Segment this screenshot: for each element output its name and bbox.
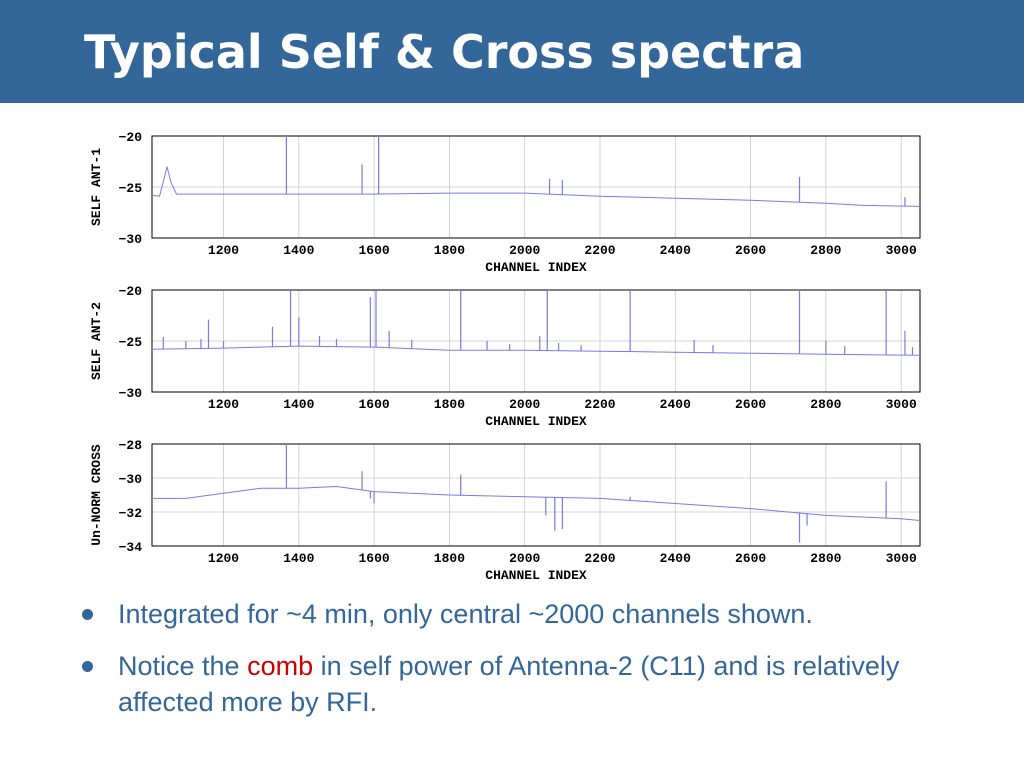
y-axis-label: SELF ANT-2	[89, 302, 104, 380]
x-tick-label: 1800	[434, 551, 465, 566]
plot-frame	[151, 289, 921, 393]
x-axis-label: CHANNEL INDEX	[485, 568, 587, 583]
bullet-item: Integrated for ~4 min, only central ~200…	[80, 596, 980, 632]
x-tick-label: 2400	[660, 243, 691, 258]
y-tick-label: −20	[119, 130, 143, 145]
y-tick-label: −32	[119, 506, 143, 521]
bullet-text: Integrated for ~4 min, only central ~200…	[118, 599, 813, 629]
plot-frame	[151, 443, 921, 547]
x-tick-label: 1200	[208, 397, 239, 412]
x-tick-label: 1200	[208, 243, 239, 258]
x-tick-label: 2400	[660, 551, 691, 566]
x-tick-label: 2600	[735, 397, 766, 412]
bullet-dot-icon	[82, 609, 93, 620]
bullet-text-pre: Notice the	[118, 651, 248, 681]
x-tick-label: 1400	[283, 551, 314, 566]
x-tick-label: 2400	[660, 397, 691, 412]
x-tick-label: 1400	[283, 243, 314, 258]
x-tick-label: 3000	[886, 551, 917, 566]
x-axis-label: CHANNEL INDEX	[485, 414, 587, 429]
y-tick-label: −30	[119, 386, 143, 401]
x-tick-label: 2000	[509, 243, 540, 258]
y-tick-label: −25	[119, 181, 143, 196]
x-axis-label: CHANNEL INDEX	[485, 260, 587, 275]
y-axis-label: Un-NORM CROSS	[89, 444, 104, 546]
y-tick-label: −30	[119, 232, 143, 247]
bullet-dot-icon	[82, 661, 93, 672]
series-line	[152, 485, 921, 521]
series-line	[151, 345, 921, 356]
slide-header: Typical Self & Cross spectra	[0, 0, 1024, 103]
x-tick-label: 2000	[509, 397, 540, 412]
x-tick-label: 1800	[434, 397, 465, 412]
y-tick-label: −28	[119, 438, 143, 453]
bullet-item: Notice the comb in self power of Antenna…	[80, 648, 980, 720]
x-tick-label: 2800	[810, 397, 841, 412]
x-tick-label: 1600	[359, 243, 390, 258]
x-tick-label: 2800	[810, 551, 841, 566]
x-tick-label: 1600	[359, 551, 390, 566]
spectra-charts: 1200 1400 1600 1800 2000 2200 2400 2600 2800 3000…	[89, 130, 921, 583]
x-tick-label: 3000	[886, 397, 917, 412]
x-tick-label: 2200	[584, 397, 615, 412]
bullet-highlight-word: comb	[247, 651, 314, 681]
x-tick-label: 2800	[810, 243, 841, 258]
y-tick-label: −30	[119, 472, 143, 487]
x-tick-label: 3000	[886, 243, 917, 258]
y-axis-label: SELF ANT-1	[89, 148, 104, 226]
slide-title: Typical Self & Cross spectra	[84, 25, 805, 79]
x-tick-label: 2200	[584, 243, 615, 258]
x-tick-label: 1200	[208, 551, 239, 566]
bullet-text-post: in self power of Antenna-2 (C11) and is …	[118, 651, 900, 717]
y-tick-label: −20	[119, 284, 143, 299]
plot-frame	[151, 135, 921, 239]
x-tick-label: 2600	[735, 551, 766, 566]
x-tick-label: 2600	[735, 243, 766, 258]
x-tick-label: 1800	[434, 243, 465, 258]
x-tick-label: 1600	[359, 397, 390, 412]
x-tick-label: 2000	[509, 551, 540, 566]
series-line	[151, 166, 921, 207]
bullet-list: Integrated for ~4 min, only central ~200…	[80, 596, 980, 736]
x-tick-label: 2200	[584, 551, 615, 566]
y-tick-label: −25	[119, 335, 143, 350]
y-tick-label: −34	[119, 540, 143, 555]
x-tick-label: 1400	[283, 397, 314, 412]
